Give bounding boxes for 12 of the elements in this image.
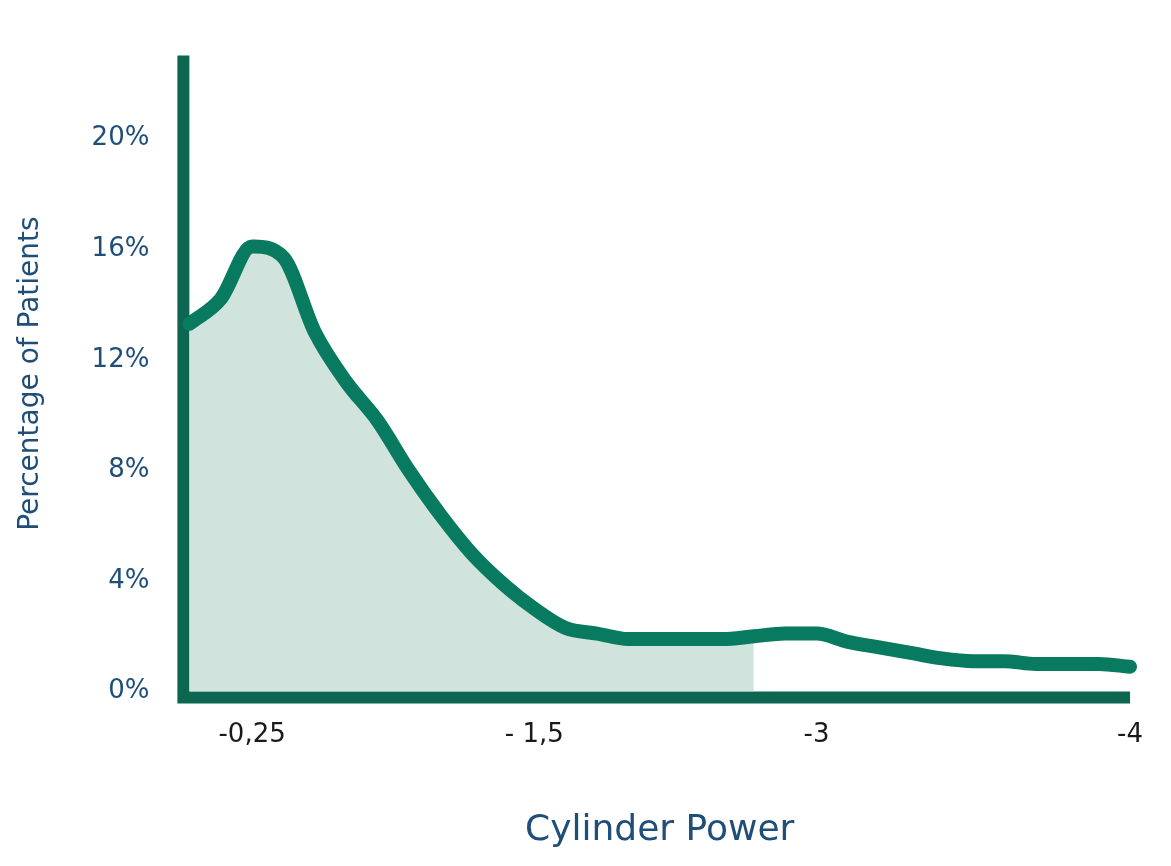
y-tick-label: 0%: [108, 674, 150, 705]
y-tick-label: 4%: [108, 563, 150, 594]
x-axis-title: Cylinder Power: [525, 806, 795, 848]
y-tick-label: 8%: [108, 453, 150, 484]
y-tick-label: 16%: [91, 231, 150, 262]
x-tick-label: -0,25: [218, 717, 286, 748]
x-tick-label: -3: [803, 717, 830, 748]
x-tick-label: -4: [1117, 717, 1144, 748]
y-tick-label: 20%: [91, 121, 150, 152]
y-axis-title: Percentage of Patients: [12, 216, 46, 531]
x-tick-label: - 1,5: [504, 717, 564, 748]
y-tick-label: 12%: [91, 342, 150, 373]
